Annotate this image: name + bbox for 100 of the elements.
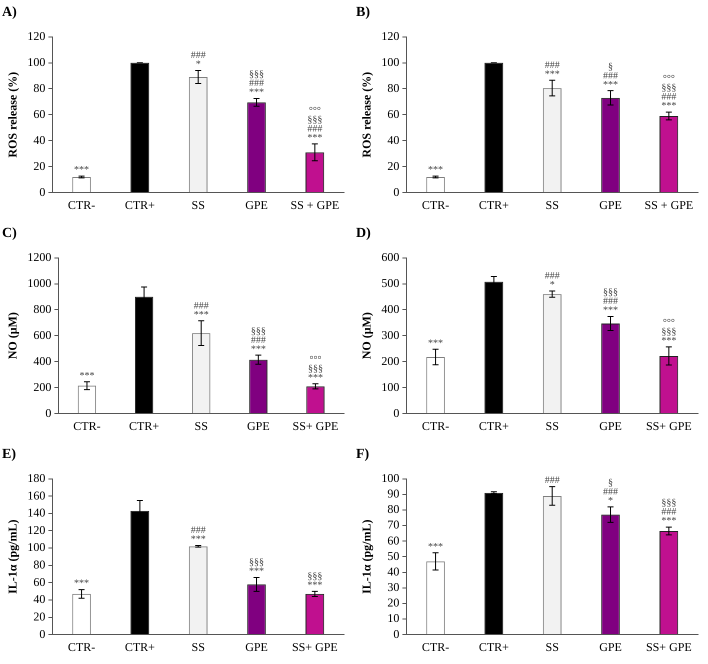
annotation: ###: [250, 334, 266, 346]
x-tick-label: SS + GPE: [290, 198, 340, 212]
y-axis-title: IL-1α (pg/mL): [359, 520, 374, 594]
x-tick-label: SS: [546, 418, 559, 433]
y-tick-label: 30: [387, 580, 400, 594]
x-tick-label: CTR-: [68, 640, 96, 654]
annotation: ###: [661, 506, 676, 518]
x-tick-label: SS: [194, 418, 208, 433]
x-tick-label: SS: [546, 640, 559, 654]
x-tick-label: SS: [192, 640, 205, 654]
y-tick-label: 200: [33, 380, 52, 394]
annotation: ###: [194, 300, 209, 312]
x-tick-label: CTR+: [124, 198, 156, 212]
x-tick-label: CTR-: [422, 640, 450, 654]
x-tick-label: GPE: [599, 198, 622, 212]
annotation: §§§: [250, 326, 266, 337]
y-tick-label: 120: [381, 28, 400, 43]
y-tick-label: 60: [33, 106, 46, 121]
x-tick-label: GPE: [599, 418, 622, 433]
annotation: ***: [544, 68, 560, 80]
annotation: ***: [603, 305, 618, 316]
chart-title: D): [356, 226, 372, 242]
annotation: ###: [603, 486, 618, 498]
y-axis-title: ROS release (%): [359, 72, 374, 158]
y-tick-label: 60: [387, 533, 400, 548]
x-tick-label: GPE: [599, 640, 622, 654]
annotation: ###: [190, 50, 206, 62]
y-tick-label: 180: [27, 470, 46, 485]
annotation: ***: [194, 309, 209, 320]
x-tick-label: CTR-: [422, 198, 450, 212]
annotation: ***: [249, 87, 264, 98]
y-tick-label: 80: [33, 558, 46, 572]
y-tick-label: 1000: [27, 276, 52, 290]
annotation: ***: [307, 132, 322, 144]
y-tick-label: 100: [27, 54, 46, 69]
y-tick-label: 20: [33, 609, 46, 624]
x-tick-label: GPE: [245, 640, 268, 654]
x-tick-label: CTR+: [478, 640, 510, 654]
annotation: ***: [428, 338, 444, 349]
annotation: °°°: [662, 74, 675, 85]
annotation: §§§: [249, 557, 264, 568]
annotation: §§§: [307, 570, 322, 582]
annotation: ***: [79, 370, 94, 382]
x-tick-label: CTR+: [129, 418, 160, 433]
annotation: ***: [307, 580, 322, 591]
x-tick-label: GPE: [245, 198, 268, 212]
annotation: §§§: [661, 82, 676, 94]
x-tick-label: CTR-: [422, 418, 450, 433]
annotation: ###: [661, 92, 676, 103]
x-tick-label: SS+ GPE: [292, 418, 338, 433]
annotation: ***: [603, 79, 618, 90]
y-tick-label: 10: [387, 611, 400, 626]
x-tick-label: SS + GPE: [644, 198, 694, 212]
chart-title: B): [356, 5, 370, 20]
x-tick-label: SS: [192, 198, 205, 212]
annotation: §§§: [661, 326, 676, 338]
y-tick-label: 0: [393, 184, 400, 199]
y-tick-label: 40: [33, 132, 46, 147]
y-tick-label: 20: [387, 158, 400, 173]
x-tick-label: SS: [546, 198, 559, 212]
annotation: ***: [74, 164, 90, 176]
y-axis-title: NO (μM): [5, 312, 20, 360]
x-tick-label: CTR+: [124, 640, 156, 654]
annotation: ###: [603, 296, 618, 308]
annotation: §§§: [249, 69, 264, 80]
y-tick-label: 90: [387, 486, 400, 501]
annotation: ***: [190, 534, 206, 546]
x-tick-label: CTR+: [478, 418, 510, 433]
y-tick-label: 0: [45, 406, 52, 420]
annotation: *: [550, 280, 555, 291]
y-tick-label: 100: [381, 380, 400, 394]
annotation: ***: [428, 164, 444, 176]
y-tick-label: 400: [33, 354, 52, 368]
y-tick-label: 100: [381, 470, 400, 485]
y-tick-label: 100: [27, 540, 46, 554]
y-tick-label: 0: [39, 184, 46, 199]
y-tick-label: 120: [27, 28, 46, 43]
annotation: §§§: [307, 114, 322, 126]
y-tick-label: 600: [381, 250, 400, 264]
x-tick-label: SS+ GPE: [646, 640, 692, 654]
x-tick-label: GPE: [246, 418, 270, 433]
x-tick-label: CTR-: [68, 198, 96, 212]
annotation: ###: [544, 60, 560, 71]
annotation: °°°: [309, 354, 322, 366]
y-tick-label: 0: [393, 626, 400, 641]
annotation: ***: [308, 372, 323, 384]
y-tick-label: 50: [387, 548, 400, 563]
y-tick-label: 300: [381, 328, 400, 342]
y-tick-label: 40: [387, 564, 400, 578]
y-tick-label: 0: [39, 626, 46, 641]
annotation: ###: [544, 270, 560, 282]
chart-title: E): [2, 447, 16, 462]
annotation: ***: [661, 516, 676, 527]
y-tick-label: 600: [33, 328, 52, 342]
annotation: ###: [603, 70, 618, 82]
y-tick-label: 500: [381, 276, 400, 290]
annotation: *: [196, 59, 201, 70]
y-tick-label: 60: [387, 106, 400, 121]
y-tick-label: 140: [27, 506, 46, 520]
annotation: ***: [250, 344, 266, 355]
